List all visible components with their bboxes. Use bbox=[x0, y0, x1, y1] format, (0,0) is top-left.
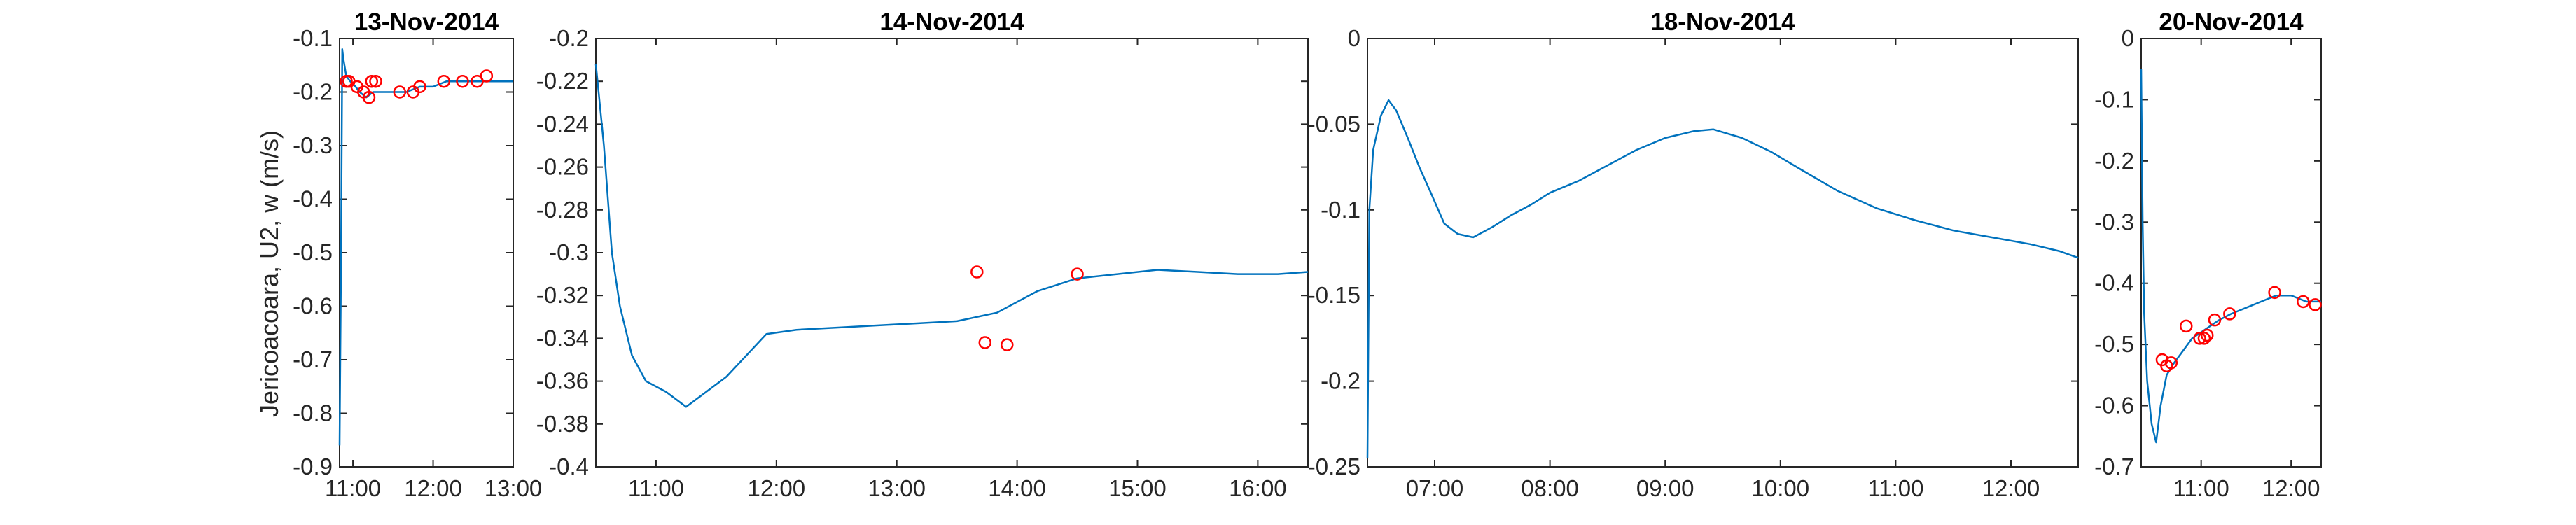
x-tick-label: 07:00 bbox=[1406, 475, 1464, 501]
x-tick-label: 14:00 bbox=[988, 475, 1046, 501]
y-tick-label: -0.7 bbox=[293, 346, 333, 372]
x-tick-label: 13:00 bbox=[485, 475, 543, 501]
y-tick-label: -0.34 bbox=[536, 325, 589, 351]
y-tick-label: -0.36 bbox=[536, 368, 589, 394]
chart-title: 13-Nov-2014 bbox=[354, 8, 499, 36]
data-series-line bbox=[2140, 69, 2321, 444]
data-point-marker bbox=[369, 74, 382, 88]
data-series-line bbox=[338, 48, 513, 446]
data-series-line bbox=[1366, 99, 2079, 458]
chart-panel-2: 14-Nov-2014 -0.4 -0.38 -0.36 -0.34 -0.32 -0.3 -… bbox=[536, 8, 1309, 501]
y-tick-label: -0.2 bbox=[1321, 368, 1360, 394]
y-tick-label: -0.6 bbox=[293, 293, 333, 319]
y-tick-label: -0.26 bbox=[536, 154, 589, 180]
axes-box bbox=[2140, 38, 2322, 468]
x-tick-label: 11:00 bbox=[2173, 475, 2229, 501]
chart-panel-1: 13-Nov-2014 -0.9 -0.8 -0.7 -0.6 -0.5 -0.4 -0.3 -… bbox=[293, 8, 542, 501]
data-point-marker bbox=[2268, 286, 2281, 300]
y-tick-label: -0.3 bbox=[2094, 209, 2134, 234]
y-tick-label: -0.2 bbox=[2094, 148, 2134, 174]
chart-title: 18-Nov-2014 bbox=[1650, 8, 1795, 36]
x-tick-label: 16:00 bbox=[1229, 475, 1287, 501]
data-point-marker bbox=[2309, 298, 2322, 312]
y-axis-label: Jericoacoara, U2, w (m/s) bbox=[255, 130, 284, 417]
x-tick-label: 12:00 bbox=[2262, 475, 2320, 501]
y-tick-label: 0 bbox=[1348, 25, 1360, 51]
y-tick-label: -0.4 bbox=[549, 454, 589, 479]
data-point-marker bbox=[2164, 356, 2178, 370]
x-tick-label: 09:00 bbox=[1636, 475, 1694, 501]
data-point-marker bbox=[2297, 295, 2310, 309]
data-point-marker bbox=[2223, 307, 2236, 321]
y-tick-label: -0.3 bbox=[293, 132, 333, 158]
x-tick-label: 13:00 bbox=[868, 475, 926, 501]
data-point-marker bbox=[2180, 319, 2193, 333]
x-tick-label: 11:00 bbox=[628, 475, 684, 501]
y-tick-label: -0.6 bbox=[2094, 393, 2134, 419]
chart-title: 20-Nov-2014 bbox=[2159, 8, 2304, 36]
x-tick-label: 12:00 bbox=[404, 475, 462, 501]
chart-title: 14-Nov-2014 bbox=[879, 8, 1024, 36]
y-tick-label: -0.32 bbox=[536, 282, 589, 308]
y-tick-label: -0.8 bbox=[293, 400, 333, 426]
axes-box bbox=[595, 38, 1309, 468]
data-point-marker bbox=[1001, 338, 1014, 351]
data-point-marker bbox=[456, 74, 469, 88]
y-tick-label: -0.9 bbox=[293, 454, 333, 479]
y-tick-label: -0.7 bbox=[2094, 454, 2134, 479]
data-point-marker bbox=[978, 336, 992, 349]
x-tick-label: 11:00 bbox=[1867, 475, 1923, 501]
data-point-marker bbox=[2200, 328, 2214, 342]
data-point-marker bbox=[2208, 313, 2222, 327]
y-tick-label: -0.3 bbox=[549, 239, 589, 265]
x-tick-label: 08:00 bbox=[1521, 475, 1579, 501]
y-tick-label: -0.1 bbox=[293, 25, 333, 51]
data-point-marker bbox=[2193, 332, 2206, 345]
x-tick-label: 15:00 bbox=[1108, 475, 1167, 501]
x-tick-label: 11:00 bbox=[325, 475, 381, 501]
y-tick-label: -0.24 bbox=[536, 111, 589, 136]
data-point-marker bbox=[365, 74, 379, 88]
y-tick-label: -0.2 bbox=[549, 25, 589, 51]
chart-panel-4: 20-Nov-2014 -0.7 -0.6 -0.5 -0.4 -0.3 -0.2 -0.1 0… bbox=[2094, 8, 2322, 501]
y-tick-label: -0.38 bbox=[536, 411, 589, 437]
y-tick-label: -0.25 bbox=[1308, 454, 1360, 479]
x-tick-label: 10:00 bbox=[1752, 475, 1810, 501]
data-point-marker bbox=[970, 265, 984, 279]
data-point-marker bbox=[471, 74, 484, 88]
axes-box bbox=[1367, 38, 2079, 468]
data-point-marker bbox=[393, 85, 407, 99]
data-point-marker bbox=[2197, 332, 2211, 345]
data-point-marker bbox=[480, 69, 494, 83]
data-series-line bbox=[594, 64, 1309, 408]
data-point-marker bbox=[413, 80, 426, 94]
data-point-marker bbox=[1071, 267, 1084, 281]
chart-panel-3: 18-Nov-2014 -0.25 -0.2 -0.15 -0.1 -0.05 0 07:00… bbox=[1308, 8, 2079, 501]
y-tick-label: -0.1 bbox=[1321, 197, 1360, 223]
data-point-marker bbox=[437, 74, 451, 88]
y-tick-label: -0.4 bbox=[2094, 270, 2134, 296]
data-point-marker bbox=[362, 90, 376, 104]
y-tick-label: -0.15 bbox=[1308, 282, 1360, 308]
y-tick-label: -0.2 bbox=[293, 79, 333, 105]
y-tick-label: 0 bbox=[2122, 25, 2134, 51]
y-tick-label: -0.5 bbox=[293, 239, 333, 265]
y-tick-label: -0.1 bbox=[2094, 86, 2134, 112]
y-tick-label: -0.4 bbox=[293, 186, 333, 212]
y-tick-label: -0.28 bbox=[536, 197, 589, 223]
y-tick-label: -0.05 bbox=[1308, 111, 1360, 136]
y-tick-label: -0.5 bbox=[2094, 331, 2134, 357]
x-tick-label: 12:00 bbox=[1982, 475, 2040, 501]
y-tick-label: -0.22 bbox=[536, 68, 589, 94]
x-tick-label: 12:00 bbox=[748, 475, 806, 501]
